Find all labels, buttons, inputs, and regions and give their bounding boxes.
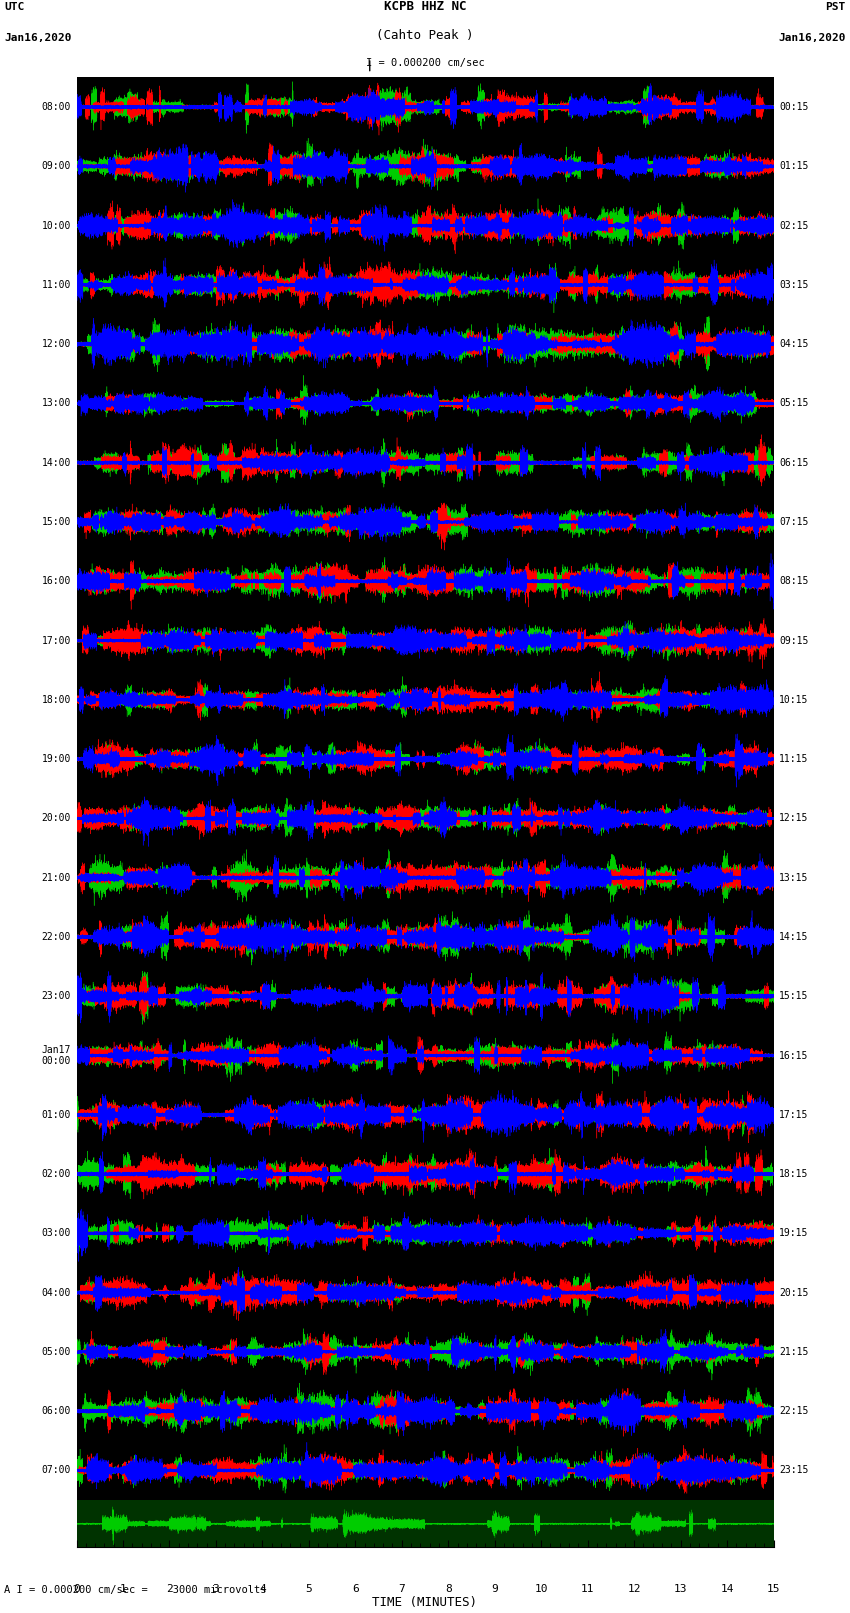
Text: 12:15: 12:15 [779, 813, 808, 823]
Text: 13:15: 13:15 [779, 873, 808, 882]
Text: 06:15: 06:15 [779, 458, 808, 468]
Text: 02:00: 02:00 [42, 1169, 71, 1179]
Text: PST: PST [825, 2, 846, 11]
Text: UTC: UTC [4, 2, 25, 11]
Text: 14:00: 14:00 [42, 458, 71, 468]
Text: 00:15: 00:15 [779, 102, 808, 111]
Text: Jan16,2020: Jan16,2020 [4, 32, 71, 42]
Text: 11:15: 11:15 [779, 755, 808, 765]
Text: 05:00: 05:00 [42, 1347, 71, 1357]
Text: 19:00: 19:00 [42, 755, 71, 765]
Text: 15:00: 15:00 [42, 518, 71, 527]
Text: 18:00: 18:00 [42, 695, 71, 705]
Text: 22:00: 22:00 [42, 932, 71, 942]
Text: 17:00: 17:00 [42, 636, 71, 645]
Text: 10:00: 10:00 [42, 221, 71, 231]
Text: 16:15: 16:15 [779, 1050, 808, 1060]
Text: 15:15: 15:15 [779, 992, 808, 1002]
Text: 11:00: 11:00 [42, 281, 71, 290]
Text: 22:15: 22:15 [779, 1407, 808, 1416]
Text: A I = 0.000200 cm/sec =    3000 microvolts: A I = 0.000200 cm/sec = 3000 microvolts [4, 1584, 267, 1595]
Text: (Cahto Peak ): (Cahto Peak ) [377, 29, 473, 42]
Text: 10:15: 10:15 [779, 695, 808, 705]
Text: 09:15: 09:15 [779, 636, 808, 645]
Text: 04:15: 04:15 [779, 339, 808, 348]
Text: 08:00: 08:00 [42, 102, 71, 111]
X-axis label: TIME (MINUTES): TIME (MINUTES) [372, 1595, 478, 1608]
Text: 01:00: 01:00 [42, 1110, 71, 1119]
Text: 13:00: 13:00 [42, 398, 71, 408]
Text: 03:15: 03:15 [779, 281, 808, 290]
Text: 07:15: 07:15 [779, 518, 808, 527]
Text: 20:00: 20:00 [42, 813, 71, 823]
Text: 21:15: 21:15 [779, 1347, 808, 1357]
Text: 08:15: 08:15 [779, 576, 808, 586]
Text: 03:00: 03:00 [42, 1229, 71, 1239]
Text: 14:15: 14:15 [779, 932, 808, 942]
Text: 05:15: 05:15 [779, 398, 808, 408]
Text: 17:15: 17:15 [779, 1110, 808, 1119]
Text: 07:00: 07:00 [42, 1466, 71, 1476]
Text: 12:00: 12:00 [42, 339, 71, 348]
Text: 04:00: 04:00 [42, 1287, 71, 1297]
Text: 06:00: 06:00 [42, 1407, 71, 1416]
Text: 19:15: 19:15 [779, 1229, 808, 1239]
Text: 18:15: 18:15 [779, 1169, 808, 1179]
Text: 01:15: 01:15 [779, 161, 808, 171]
Text: KCPB HHZ NC: KCPB HHZ NC [383, 0, 467, 13]
Text: Jan16,2020: Jan16,2020 [779, 32, 846, 42]
Text: 23:00: 23:00 [42, 992, 71, 1002]
Text: 23:15: 23:15 [779, 1466, 808, 1476]
Text: I = 0.000200 cm/sec: I = 0.000200 cm/sec [366, 58, 484, 68]
Text: 09:00: 09:00 [42, 161, 71, 171]
Text: 20:15: 20:15 [779, 1287, 808, 1297]
Text: Jan17
00:00: Jan17 00:00 [42, 1045, 71, 1066]
Text: 02:15: 02:15 [779, 221, 808, 231]
Text: 16:00: 16:00 [42, 576, 71, 586]
Text: 21:00: 21:00 [42, 873, 71, 882]
